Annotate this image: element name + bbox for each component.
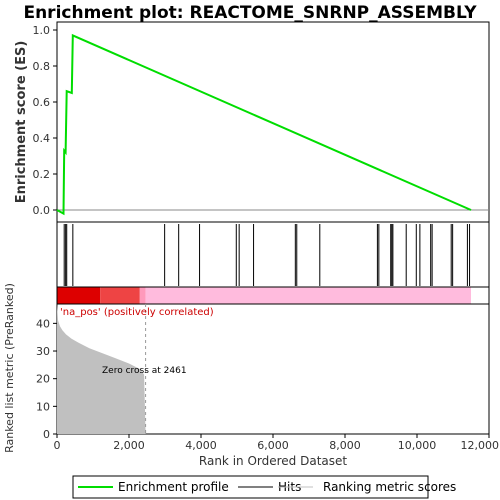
- es-y-axis-label: Enrichment score (ES): [14, 41, 29, 204]
- x-tick-label: 2,000: [113, 439, 145, 452]
- x-tick-label: 12,000: [461, 439, 500, 452]
- x-tick-label: 6,000: [257, 439, 289, 452]
- es-y-tick-label: 0.0: [33, 204, 51, 217]
- x-axis: 0 2,000 4,000 6,000 8,000 10,000 12,000: [54, 434, 500, 452]
- es-y-axis: 0.0 0.2 0.4 0.6 0.8 1.0: [33, 24, 57, 217]
- legend-profile-label: Enrichment profile: [118, 480, 229, 494]
- metric-y-tick-label: 30: [36, 345, 50, 358]
- metric-y-tick-label: 20: [36, 373, 50, 386]
- metric-y-axis-label: Ranked list metric (PreRanked): [3, 283, 16, 453]
- x-axis-label: Rank in Ordered Dataset: [199, 454, 347, 468]
- ranking-bar-positive: [100, 287, 140, 304]
- ranking-bar-strong-positive: [57, 287, 101, 304]
- positive-correlation-label: 'na_pos' (positively correlated): [60, 307, 214, 318]
- x-tick-label: 0: [54, 439, 61, 452]
- x-tick-label: 10,000: [398, 439, 437, 452]
- es-y-tick-label: 1.0: [33, 24, 51, 37]
- x-tick-label: 4,000: [185, 439, 217, 452]
- es-y-tick-label: 0.8: [33, 60, 51, 73]
- metric-y-axis: 0 10 20 30 40: [36, 317, 57, 441]
- es-y-tick-label: 0.2: [33, 168, 51, 181]
- hits-panel-frame: [56, 221, 490, 288]
- es-panel-frame: [56, 21, 490, 223]
- metric-y-tick-label: 0: [43, 428, 50, 441]
- ranking-color-bar: [57, 287, 471, 304]
- legend-metric-label: Ranking metric scores: [323, 480, 456, 494]
- ranking-metric-area: [57, 304, 146, 434]
- legend: Enrichment profile Hits Ranking metric s…: [72, 475, 456, 499]
- zero-cross-label: Zero cross at 2461: [102, 366, 187, 376]
- es-y-tick-label: 0.4: [33, 132, 51, 145]
- enrichment-profile-line: [56, 33, 472, 216]
- chart-title: Enrichment plot: REACTOME_SNRNP_ASSEMBLY: [23, 3, 477, 23]
- ranking-bar-negative: [145, 287, 471, 304]
- metric-y-tick-label: 40: [36, 317, 50, 330]
- metric-y-tick-label: 10: [36, 400, 50, 413]
- es-y-tick-label: 0.6: [33, 96, 51, 109]
- ranking-bar-weak-positive: [139, 287, 146, 304]
- hits-group: [63, 224, 471, 286]
- x-tick-label: 8,000: [329, 439, 361, 452]
